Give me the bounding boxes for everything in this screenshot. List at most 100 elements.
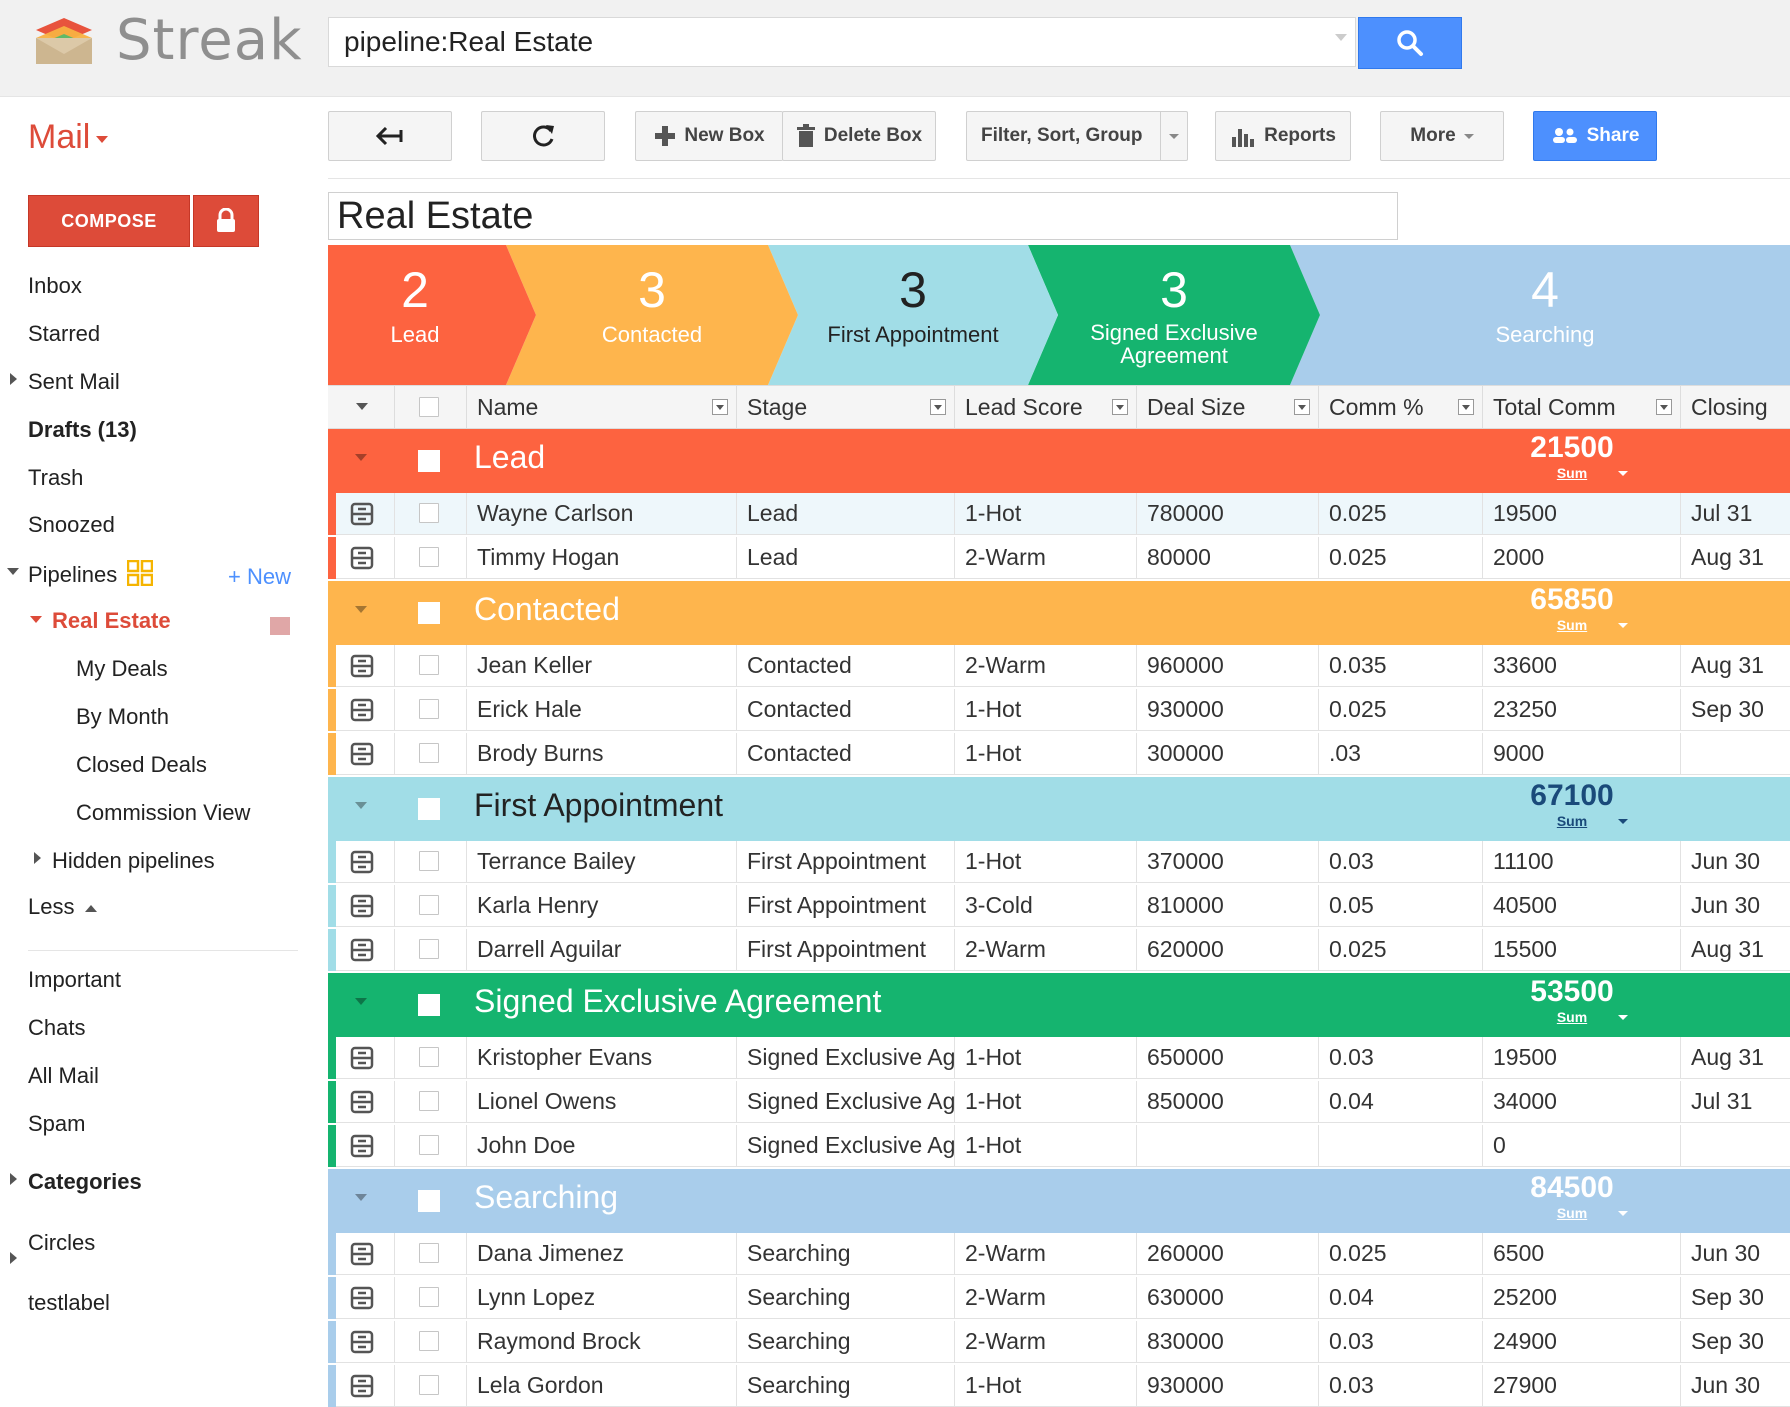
cell-stage[interactable]: Signed Exclusive Agreement xyxy=(736,1081,954,1122)
cell-total-comm[interactable]: 34000 xyxy=(1482,1081,1680,1122)
cell-stage[interactable]: Searching xyxy=(736,1365,954,1406)
row-checkbox[interactable] xyxy=(419,655,439,675)
cell-lead-score[interactable]: 2-Warm xyxy=(954,1321,1136,1362)
collapse-arrow-icon[interactable] xyxy=(30,616,42,623)
cell-deal-size[interactable]: 260000 xyxy=(1136,1233,1318,1274)
nav-drafts[interactable]: Drafts (13) xyxy=(28,417,137,442)
cell-closing[interactable]: Sep 30 xyxy=(1680,689,1790,730)
cell-lead-score[interactable]: 1-Hot xyxy=(954,733,1136,774)
nav-all-mail[interactable]: All Mail xyxy=(28,1063,99,1088)
cell-total-comm[interactable]: 25200 xyxy=(1482,1277,1680,1318)
column-header-deal-size[interactable]: Deal Size xyxy=(1136,386,1318,428)
nav-trash[interactable]: Trash xyxy=(28,465,84,490)
cell-closing[interactable]: Aug 31 xyxy=(1680,929,1790,970)
chevron-down-icon[interactable] xyxy=(355,606,367,613)
cell-comm[interactable]: 0.025 xyxy=(1318,929,1482,970)
nav-by-month[interactable]: By Month xyxy=(76,704,169,729)
cell-deal-size[interactable]: 960000 xyxy=(1136,645,1318,686)
cell-name[interactable]: Erick Hale xyxy=(466,689,736,730)
group-row-searching[interactable]: Searching 84500 Sum xyxy=(328,1169,1790,1233)
cell-total-comm[interactable]: 2000 xyxy=(1482,537,1680,578)
cell-comm[interactable]: 0.025 xyxy=(1318,689,1482,730)
chevron-down-icon[interactable] xyxy=(1618,471,1628,476)
group-sum-dropdown[interactable]: Sum xyxy=(1556,813,1588,829)
row-checkbox[interactable] xyxy=(419,743,439,763)
expand-arrow-icon[interactable] xyxy=(10,1252,17,1264)
refresh-button[interactable] xyxy=(481,111,605,161)
cell-comm[interactable]: 0.03 xyxy=(1318,1321,1482,1362)
cell-lead-score[interactable]: 1-Hot xyxy=(954,1081,1136,1122)
cell-total-comm[interactable]: 0 xyxy=(1482,1125,1680,1166)
cell-lead-score[interactable]: 1-Hot xyxy=(954,841,1136,882)
cell-name[interactable]: Jean Keller xyxy=(466,645,736,686)
cell-stage[interactable]: Signed Exclusive Agreement xyxy=(736,1125,954,1166)
chevron-down-icon[interactable] xyxy=(1618,1211,1628,1216)
row-checkbox[interactable] xyxy=(419,1135,439,1155)
group-row-lead[interactable]: Lead 21500 Sum xyxy=(328,429,1790,493)
group-row-first-appointment[interactable]: First Appointment 67100 Sum xyxy=(328,777,1790,841)
cell-deal-size[interactable]: 650000 xyxy=(1136,1037,1318,1078)
pipeline-title[interactable]: Real Estate xyxy=(328,192,1398,240)
cell-stage[interactable]: Contacted xyxy=(736,733,954,774)
stage-searching[interactable]: 4 Searching xyxy=(1290,245,1790,385)
column-menu-icon[interactable] xyxy=(1294,399,1310,415)
cell-closing[interactable]: Jun 30 xyxy=(1680,1233,1790,1274)
cell-closing[interactable]: Aug 31 xyxy=(1680,1037,1790,1078)
cell-total-comm[interactable]: 27900 xyxy=(1482,1365,1680,1406)
cell-closing[interactable]: Jul 31 xyxy=(1680,1081,1790,1122)
cell-closing[interactable] xyxy=(1680,1125,1790,1166)
cell-name[interactable]: Karla Henry xyxy=(466,885,736,926)
cell-stage[interactable]: Contacted xyxy=(736,689,954,730)
group-checkbox[interactable] xyxy=(418,602,440,624)
column-header-total-comm[interactable]: Total Comm xyxy=(1482,386,1680,428)
chevron-down-icon[interactable] xyxy=(1618,1015,1628,1020)
column-header-closing[interactable]: Closing xyxy=(1680,386,1790,428)
filter-sort-group-button[interactable]: Filter, Sort, Group xyxy=(966,111,1188,161)
expand-arrow-icon[interactable] xyxy=(10,373,17,385)
cell-comm[interactable]: .03 xyxy=(1318,733,1482,774)
table-row[interactable]: Brody Burns Contacted 1-Hot 300000.03 9000 xyxy=(328,733,1790,775)
share-button[interactable]: Share xyxy=(1533,111,1657,161)
stage-contacted[interactable]: 3 Contacted xyxy=(506,245,798,385)
table-row[interactable]: Lynn Lopez Searching 2-Warm 630000 0.04 25200… xyxy=(328,1277,1790,1319)
select-all-checkbox[interactable] xyxy=(419,397,439,417)
cell-stage[interactable]: Signed Exclusive Agreement xyxy=(736,1037,954,1078)
chevron-down-icon[interactable] xyxy=(355,802,367,809)
cell-closing[interactable]: Sep 30 xyxy=(1680,1277,1790,1318)
group-row-signed-exclusive-agreement[interactable]: Signed Exclusive Agreement 53500 Sum xyxy=(328,973,1790,1037)
table-row[interactable]: Erick Hale Contacted 1-Hot 930000 0.025 23250… xyxy=(328,689,1790,731)
column-menu-icon[interactable] xyxy=(712,399,728,415)
row-checkbox[interactable] xyxy=(419,851,439,871)
more-button[interactable]: More xyxy=(1380,111,1504,161)
row-checkbox[interactable] xyxy=(419,503,439,523)
nav-chats[interactable]: Chats xyxy=(28,1015,86,1040)
row-checkbox[interactable] xyxy=(419,1287,439,1307)
cell-name[interactable]: Dana Jimenez xyxy=(466,1233,736,1274)
chevron-down-icon[interactable] xyxy=(355,454,367,461)
group-sum-dropdown[interactable]: Sum xyxy=(1556,1009,1588,1025)
search-input[interactable] xyxy=(329,18,1319,66)
cell-comm[interactable] xyxy=(1318,1125,1482,1166)
table-row[interactable]: Darrell Aguilar First Appointment 2-Warm 62… xyxy=(328,929,1790,971)
cell-comm[interactable]: 0.025 xyxy=(1318,493,1482,534)
column-menu-icon[interactable] xyxy=(1458,399,1474,415)
row-checkbox[interactable] xyxy=(419,939,439,959)
cell-lead-score[interactable]: 2-Warm xyxy=(954,1277,1136,1318)
cell-lead-score[interactable]: 1-Hot xyxy=(954,493,1136,534)
table-row[interactable]: Wayne Carlson Lead 1-Hot 780000 0.025 19500 Ju… xyxy=(328,493,1790,535)
cell-stage[interactable]: Contacted xyxy=(736,645,954,686)
cell-closing[interactable]: Jun 30 xyxy=(1680,1365,1790,1406)
cell-stage[interactable]: Searching xyxy=(736,1233,954,1274)
nav-my-deals[interactable]: My Deals xyxy=(76,656,168,681)
column-menu-icon[interactable] xyxy=(1112,399,1128,415)
expand-arrow-icon[interactable] xyxy=(34,852,41,864)
cell-name[interactable]: John Doe xyxy=(466,1125,736,1166)
cell-total-comm[interactable]: 19500 xyxy=(1482,1037,1680,1078)
table-row[interactable]: Karla Henry First Appointment 3-Cold 810000… xyxy=(328,885,1790,927)
cell-comm[interactable]: 0.03 xyxy=(1318,841,1482,882)
cell-stage[interactable]: Searching xyxy=(736,1321,954,1362)
cell-comm[interactable]: 0.025 xyxy=(1318,1233,1482,1274)
row-checkbox[interactable] xyxy=(419,895,439,915)
